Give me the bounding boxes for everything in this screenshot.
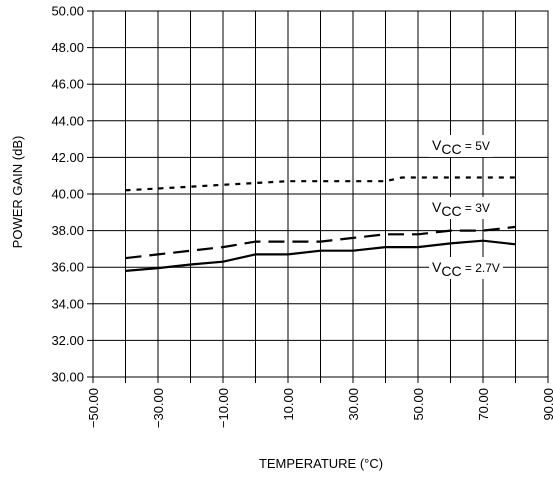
y-tick-label: 36.00 — [51, 260, 84, 275]
x-tick-label: −10.00 — [216, 388, 231, 428]
series-label-text: VCC = 2.7V — [432, 259, 500, 279]
y-tick-label: 42.00 — [51, 150, 84, 165]
y-tick-label: 46.00 — [51, 77, 84, 92]
series-label-backing — [429, 197, 493, 219]
x-tick-label: 90.00 — [541, 388, 553, 421]
series-label-text: VCC = 3V — [432, 199, 490, 219]
series-line-solid — [125, 239, 516, 272]
x-tick-label: 30.00 — [346, 388, 361, 421]
y-tick-label: 32.00 — [51, 333, 84, 348]
series-label: VCC = 2.7V — [429, 257, 503, 279]
series-line-dotted — [125, 176, 516, 192]
series-line-dashed — [125, 225, 516, 260]
y-tick-label: 40.00 — [51, 187, 84, 202]
y-tick-label: 30.00 — [51, 370, 84, 385]
series-labels: VCC = 5V VCC = 3V VCC = 2.7V — [429, 135, 503, 279]
x-tick-label: 10.00 — [281, 388, 296, 421]
series-lines — [125, 176, 516, 272]
series-label: VCC = 5V — [429, 135, 493, 157]
y-tick-label: 34.00 — [51, 296, 84, 311]
grid — [92, 10, 549, 378]
x-tick-label: −50.00 — [86, 388, 101, 428]
series-label-backing — [429, 135, 493, 157]
x-axis-title: TEMPERATURE (°C) — [259, 456, 383, 471]
y-tick-label: 44.00 — [51, 113, 84, 128]
series-label-text: VCC = 5V — [432, 137, 490, 157]
x-tick-label: −30.00 — [151, 388, 166, 428]
series-label-backing — [429, 257, 503, 279]
series-label: VCC = 3V — [429, 197, 493, 219]
axes — [87, 10, 549, 383]
y-tick-label: 38.00 — [51, 223, 84, 238]
x-tick-label: 70.00 — [476, 388, 491, 421]
x-tick-label: 50.00 — [411, 388, 426, 421]
tick-labels: 30.00 32.00 34.00 36.00 38.00 40.00 42.00 44.00… — [51, 4, 553, 429]
y-tick-label: 50.00 — [51, 4, 84, 19]
y-tick-label: 48.00 — [51, 40, 84, 55]
y-axis-title: POWER GAIN (dB) — [10, 136, 25, 249]
